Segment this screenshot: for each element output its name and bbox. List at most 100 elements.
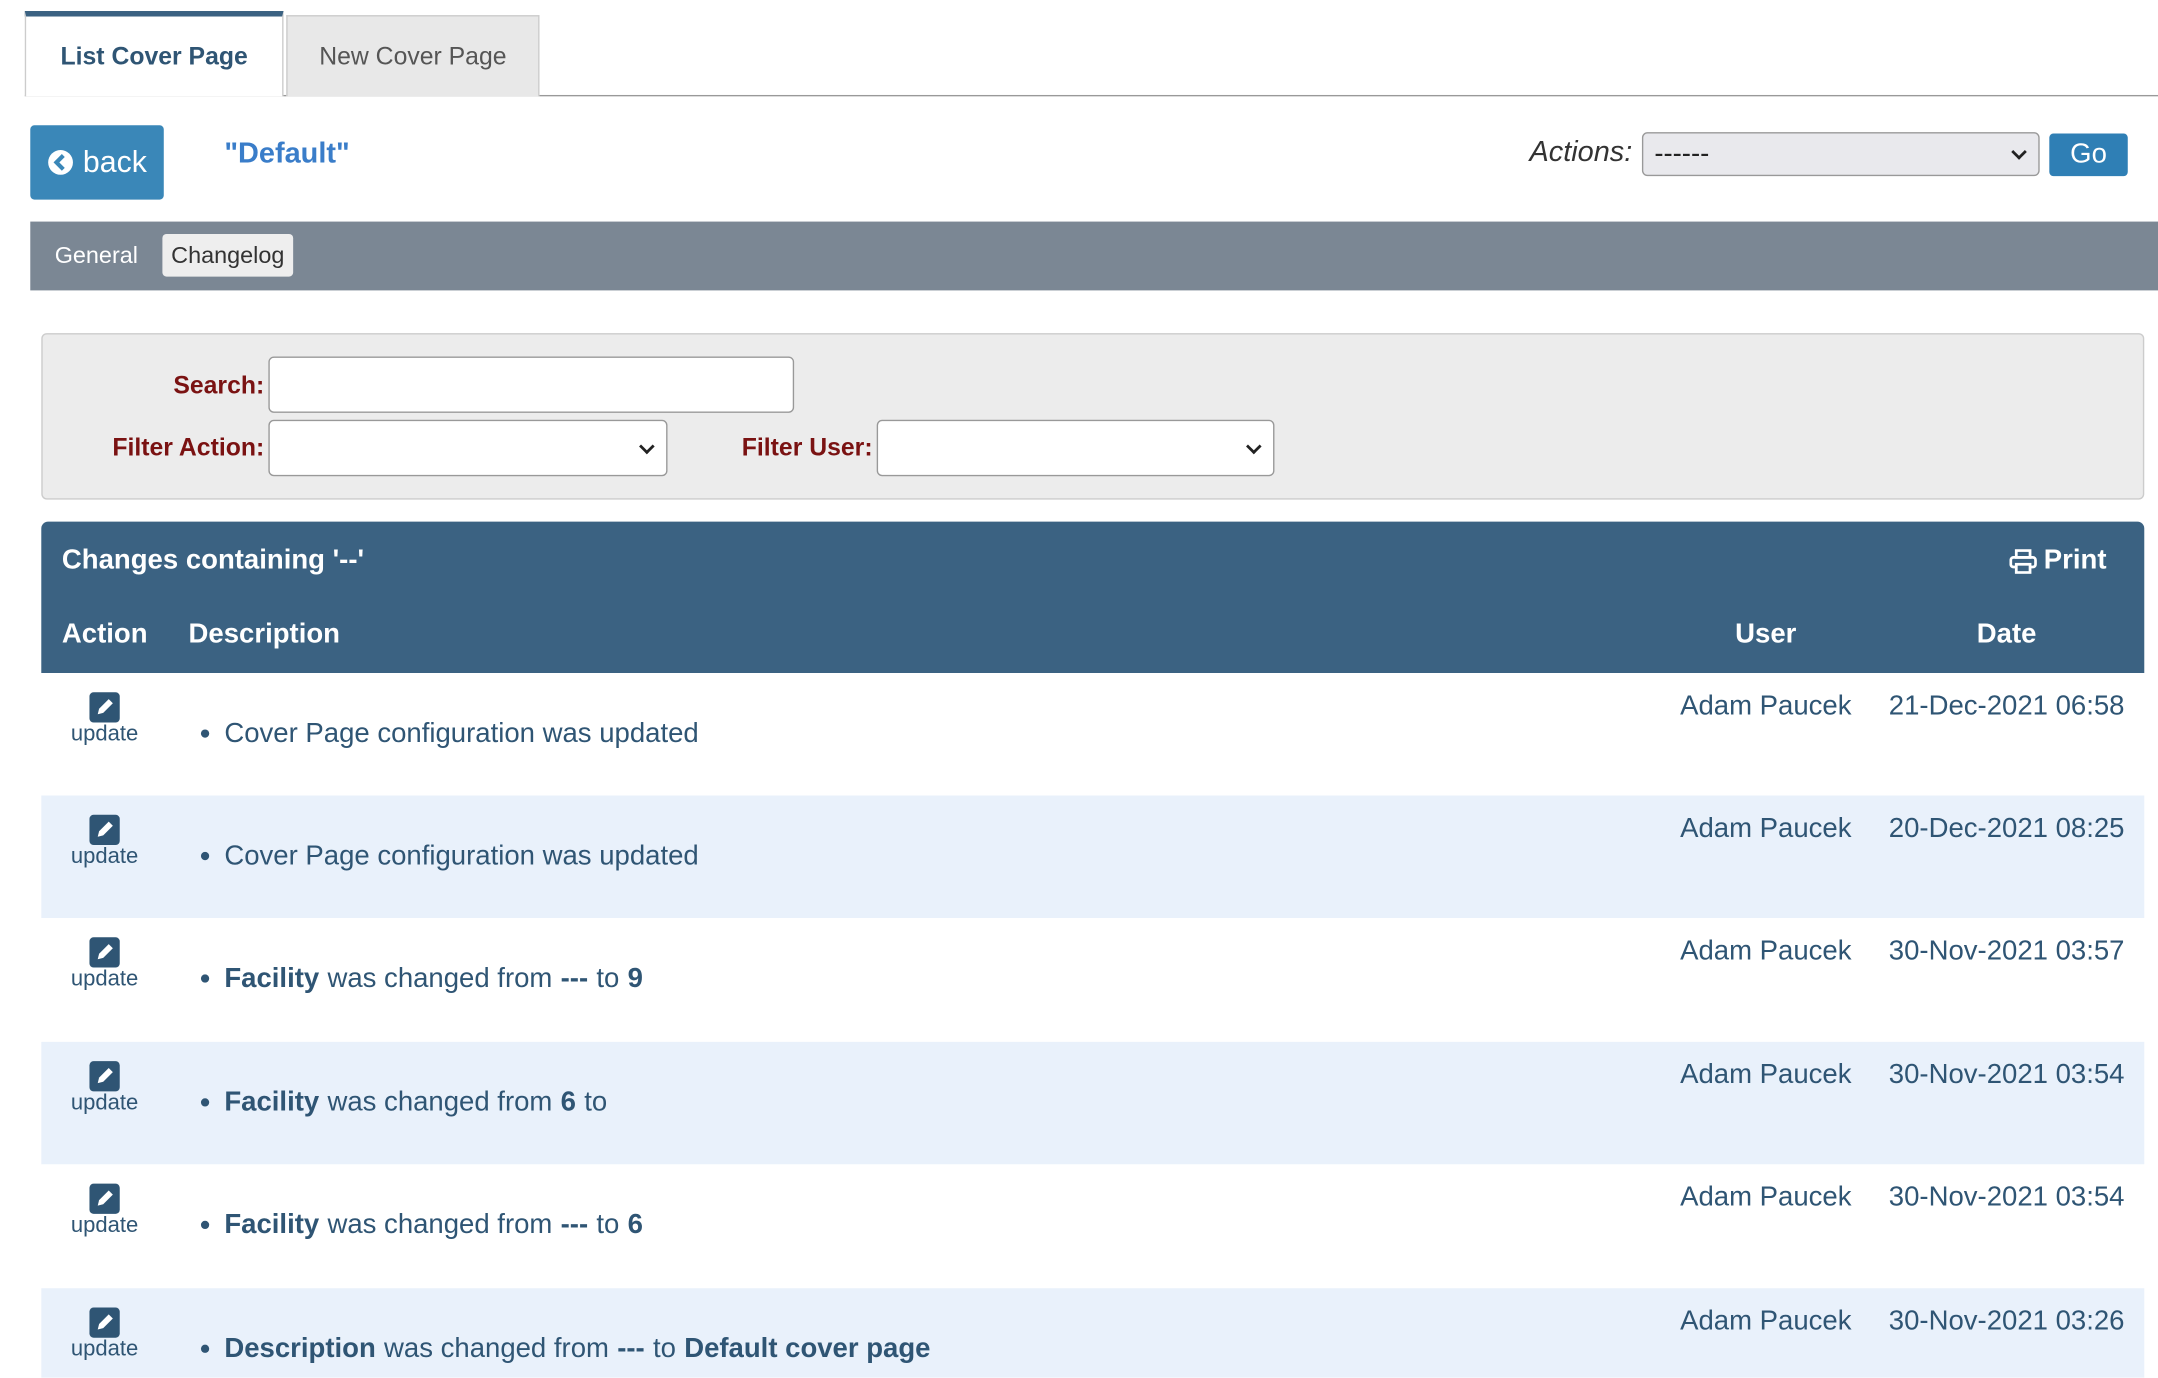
column-header: Description <box>188 619 340 650</box>
description-part: --- <box>617 1333 645 1364</box>
edit-icon[interactable] <box>89 937 120 968</box>
tab[interactable]: List Cover Page <box>24 11 284 97</box>
action-label: update <box>70 722 139 746</box>
edit-icon[interactable] <box>89 1061 120 1092</box>
description-part: Default cover page <box>684 1333 931 1364</box>
tab[interactable]: New Cover Page <box>286 15 540 97</box>
tab-line <box>24 94 2158 97</box>
user: Adam Paucek <box>1680 690 1852 722</box>
actions-value: ------ <box>1654 139 1710 170</box>
action-label: update <box>70 1091 139 1115</box>
table-row: update Description was changed from --- to De… <box>41 1288 2145 1378</box>
description-part: --- <box>560 963 589 994</box>
bullet <box>200 1344 210 1353</box>
record-title: "Default" <box>224 137 350 170</box>
date: 30-Nov-2021 03:54 <box>1888 1182 2125 1213</box>
pencil <box>97 944 113 960</box>
table-row: update Cover Page configuration was updat… <box>41 795 2145 918</box>
pencil <box>97 821 113 837</box>
description: Facility was changed from --- to 9 <box>224 963 643 995</box>
date: 21-Dec-2021 06:58 <box>1888 690 2125 722</box>
user: Adam Paucek <box>1680 1059 1852 1091</box>
date: 30-Nov-2021 03:54 <box>1888 1059 2125 1091</box>
back-icon <box>48 150 74 175</box>
bullet <box>200 1220 210 1230</box>
description-part: 6 <box>627 1209 643 1241</box>
column-header: Action <box>61 619 148 650</box>
description: Cover Page configuration was updated <box>224 841 698 873</box>
table-row: update Facility was changed from --- to 6 Adam… <box>41 1164 2145 1289</box>
edit-icon[interactable] <box>89 1307 120 1338</box>
user: Adam Paucek <box>1680 1306 1852 1337</box>
go-button[interactable]: Go <box>2049 133 2128 177</box>
date: 30-Nov-2021 03:26 <box>1888 1306 2125 1337</box>
search-input[interactable] <box>268 356 795 413</box>
description-part: Cover Page configuration was updated <box>224 840 699 872</box>
table-header <box>41 521 2145 674</box>
description-part: Cover Page configuration was updated <box>224 718 699 749</box>
chevron <box>2011 144 2027 160</box>
search-label: Search: <box>173 371 265 400</box>
pencil <box>97 699 113 715</box>
filter-action-select[interactable] <box>268 419 668 477</box>
description-part: was changed from <box>327 1087 553 1118</box>
description-part: 9 <box>627 963 643 994</box>
user: Adam Paucek <box>1680 813 1852 844</box>
description-part: Facility <box>224 1209 320 1241</box>
description-part: was changed from <box>327 963 553 994</box>
description-part: was changed from <box>384 1333 609 1364</box>
description: Facility was changed from 6 to <box>224 1087 607 1119</box>
back-button[interactable]: back <box>30 125 164 200</box>
subtab[interactable]: General <box>54 241 138 268</box>
print-label: Print <box>2043 545 2107 576</box>
print-button[interactable]: Print <box>2009 545 2107 577</box>
actions-select[interactable]: ------ <box>1641 132 2040 177</box>
description-part: Facility <box>224 1087 320 1118</box>
description-part: to <box>652 1333 676 1364</box>
subtab-bar <box>30 221 2158 291</box>
column-header: User <box>1735 619 1797 650</box>
filter-user-select[interactable] <box>876 419 1275 477</box>
description: Cover Page configuration was updated <box>224 718 698 750</box>
action-label: update <box>70 967 139 991</box>
user: Adam Paucek <box>1680 935 1852 967</box>
action-label: update <box>70 1213 139 1238</box>
description-part: to <box>584 1087 608 1118</box>
edit-icon[interactable] <box>89 692 120 723</box>
pencil <box>97 1068 113 1084</box>
user: Adam Paucek <box>1680 1182 1852 1213</box>
description-part: Facility <box>224 963 320 994</box>
description-part: 6 <box>560 1087 576 1118</box>
description: Facility was changed from --- to 6 <box>224 1210 643 1242</box>
table-row: update Facility was changed from --- to 9 Adam… <box>41 917 2145 1042</box>
filter-action-label: Filter Action: <box>112 433 265 462</box>
pencil <box>97 1314 113 1330</box>
description-part: was changed from <box>327 1209 553 1241</box>
table-row: update Facility was changed from 6 to Adam Pa… <box>41 1041 2145 1165</box>
chevron <box>639 437 655 454</box>
bullet <box>200 851 210 861</box>
table-row: update Cover Page configuration was updat… <box>41 673 2145 796</box>
description-part: --- <box>560 1209 589 1241</box>
bullet <box>200 1098 210 1107</box>
edit-icon[interactable] <box>89 814 120 846</box>
column-header: Date <box>1976 619 2037 650</box>
actions-label: Actions: <box>1529 136 1633 168</box>
action-label: update <box>70 1337 139 1362</box>
bullet <box>200 974 210 983</box>
back-label: back <box>82 144 147 179</box>
date: 20-Dec-2021 08:25 <box>1888 813 2125 844</box>
subtab[interactable]: Changelog <box>162 233 294 277</box>
print-icon <box>2009 548 2037 574</box>
edit-icon[interactable] <box>89 1183 120 1214</box>
pencil <box>97 1190 113 1206</box>
bullet <box>200 729 210 738</box>
description: Description was changed from --- to Default … <box>224 1334 930 1366</box>
action-label: update <box>70 845 139 869</box>
description-part: Description <box>224 1333 376 1364</box>
description-part: to <box>596 963 620 994</box>
filter-user-label: Filter User: <box>741 433 873 462</box>
description-part: to <box>596 1209 620 1241</box>
